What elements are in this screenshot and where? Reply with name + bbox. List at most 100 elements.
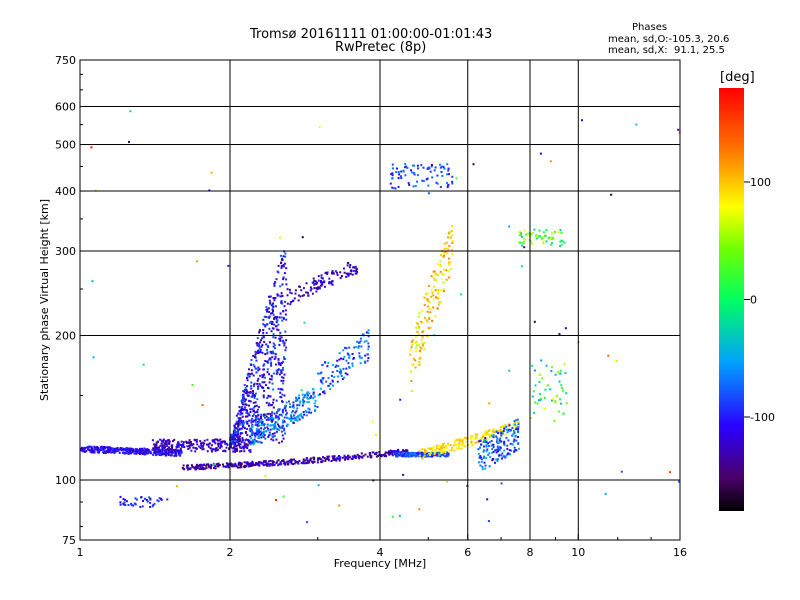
data-point bbox=[367, 335, 370, 338]
data-point bbox=[196, 467, 199, 470]
x-tick-label: 2 bbox=[227, 546, 234, 559]
data-point bbox=[247, 391, 250, 394]
data-point bbox=[268, 315, 271, 318]
data-point bbox=[271, 308, 274, 311]
data-point bbox=[353, 454, 356, 457]
data-point bbox=[236, 420, 239, 423]
data-point bbox=[344, 346, 346, 349]
data-point bbox=[274, 281, 277, 283]
data-point bbox=[270, 424, 273, 427]
data-point bbox=[200, 442, 202, 445]
data-point bbox=[242, 403, 245, 406]
data-point bbox=[302, 402, 305, 405]
data-point bbox=[276, 460, 279, 463]
data-point bbox=[503, 426, 506, 429]
data-point bbox=[442, 444, 445, 447]
data-point bbox=[79, 449, 82, 452]
data-point bbox=[282, 263, 285, 266]
data-point bbox=[282, 317, 285, 320]
y-tick-label: 75 bbox=[62, 534, 76, 547]
data-point bbox=[306, 394, 309, 397]
data-point bbox=[282, 376, 285, 379]
data-point bbox=[170, 454, 173, 457]
data-point bbox=[343, 355, 346, 358]
data-point bbox=[254, 435, 257, 438]
data-point bbox=[270, 415, 273, 418]
data-point bbox=[209, 447, 212, 450]
data-point bbox=[154, 452, 157, 454]
data-point bbox=[289, 403, 291, 406]
data-point bbox=[279, 364, 282, 367]
data-point bbox=[248, 429, 251, 432]
data-point bbox=[285, 318, 288, 321]
data-point bbox=[301, 404, 304, 407]
data-point bbox=[459, 442, 462, 445]
data-point bbox=[250, 385, 253, 387]
data-point bbox=[131, 449, 134, 452]
data-point bbox=[213, 440, 216, 443]
data-point bbox=[197, 464, 200, 467]
data-point bbox=[263, 363, 266, 366]
data-point bbox=[512, 440, 515, 443]
data-point bbox=[279, 339, 282, 342]
data-point bbox=[243, 461, 246, 464]
data-point bbox=[228, 448, 231, 451]
data-point bbox=[420, 338, 423, 341]
data-point bbox=[505, 454, 508, 457]
data-point bbox=[176, 450, 179, 453]
data-point bbox=[257, 366, 260, 369]
data-point bbox=[278, 316, 281, 319]
data-point bbox=[114, 450, 117, 453]
data-point bbox=[122, 498, 125, 501]
data-point bbox=[263, 423, 266, 426]
data-point bbox=[265, 430, 268, 433]
data-point bbox=[297, 294, 300, 297]
data-point bbox=[334, 270, 337, 273]
data-point bbox=[272, 327, 275, 330]
data-point bbox=[189, 468, 192, 470]
data-point bbox=[252, 420, 255, 423]
data-point bbox=[292, 463, 294, 466]
data-point bbox=[401, 450, 404, 453]
data-point bbox=[239, 463, 242, 466]
data-point bbox=[235, 414, 238, 417]
data-point bbox=[517, 426, 520, 429]
data-point bbox=[209, 465, 212, 468]
data-point bbox=[509, 453, 511, 456]
data-point bbox=[430, 295, 433, 298]
data-point bbox=[289, 291, 292, 294]
data-point bbox=[233, 424, 236, 427]
data-point bbox=[313, 402, 316, 405]
data-point bbox=[470, 435, 473, 438]
data-point bbox=[540, 359, 543, 362]
data-point bbox=[251, 429, 253, 432]
data-point bbox=[562, 240, 564, 243]
data-point bbox=[270, 404, 273, 406]
data-point bbox=[248, 439, 251, 442]
data-point bbox=[241, 401, 244, 404]
data-point bbox=[272, 345, 275, 348]
data-point bbox=[275, 461, 278, 464]
data-point bbox=[270, 323, 273, 325]
data-point bbox=[258, 461, 261, 464]
data-point bbox=[231, 434, 233, 437]
data-point bbox=[196, 260, 199, 263]
data-point bbox=[428, 317, 431, 320]
data-point bbox=[434, 272, 437, 275]
data-point bbox=[345, 275, 348, 278]
data-point bbox=[307, 407, 310, 410]
data-point bbox=[285, 413, 287, 416]
data-point bbox=[302, 411, 305, 413]
data-point bbox=[417, 326, 420, 329]
data-point bbox=[436, 174, 439, 177]
data-point bbox=[267, 418, 270, 421]
data-point bbox=[437, 274, 439, 277]
data-point bbox=[233, 430, 236, 432]
data-point bbox=[249, 450, 252, 453]
data-point bbox=[497, 450, 500, 453]
data-point bbox=[256, 408, 259, 411]
data-point bbox=[437, 303, 440, 306]
data-point bbox=[277, 417, 280, 420]
data-point bbox=[253, 383, 256, 386]
data-point bbox=[381, 454, 384, 457]
